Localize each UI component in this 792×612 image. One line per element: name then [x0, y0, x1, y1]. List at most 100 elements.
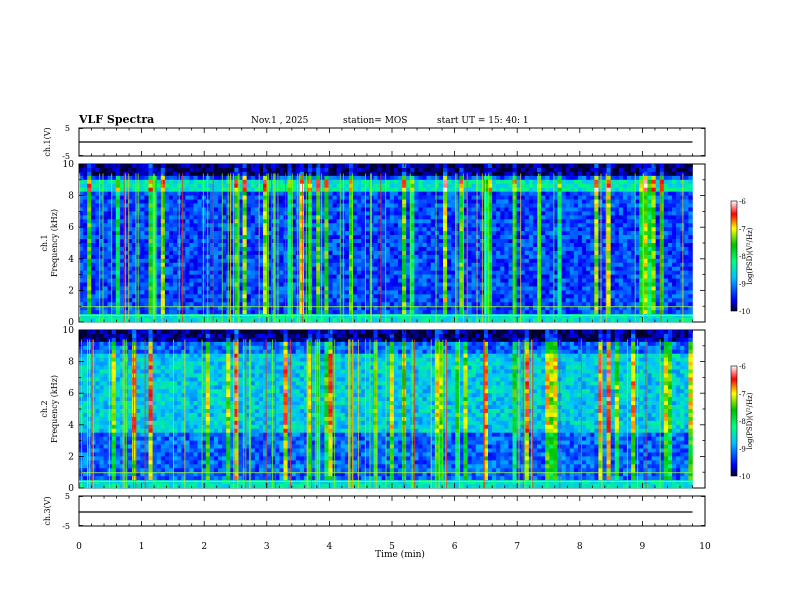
spectrogram-cell — [279, 279, 283, 283]
spectrogram-cell — [316, 290, 320, 294]
spectrogram-cell — [279, 263, 283, 267]
spectrogram-cell — [480, 164, 484, 168]
spectrogram-cell — [545, 302, 549, 306]
spectrogram-cell — [521, 279, 525, 283]
spectrogram-cell — [402, 215, 406, 219]
spectrogram-cell — [435, 231, 439, 235]
spectrogram-cell — [361, 267, 365, 271]
spectrogram-cell — [578, 188, 582, 192]
spectrogram-cell — [165, 286, 169, 290]
spectrogram-cell — [91, 204, 95, 208]
spectrogram-cell — [116, 196, 120, 200]
spectrogram-cell — [418, 279, 422, 283]
spectrogram-cell — [112, 176, 116, 180]
spectrogram-cell — [390, 227, 394, 231]
spectrogram-cell — [537, 239, 541, 243]
spectrogram-cell — [435, 168, 439, 172]
spectrogram-cell — [320, 215, 324, 219]
spectrogram-cell — [476, 259, 480, 263]
spectrogram-cell — [320, 239, 324, 243]
spectrogram-cell — [279, 290, 283, 294]
spectrogram-cell — [247, 164, 251, 168]
spectrogram-cell — [345, 204, 349, 208]
spectrogram-cell — [537, 314, 541, 318]
spectrogram-cell — [492, 172, 496, 176]
spectrogram-cell — [484, 275, 488, 279]
spectrogram-cell — [586, 207, 590, 211]
spectrogram-cell — [373, 207, 377, 211]
spectrogram-cell — [251, 239, 255, 243]
spectrogram-cell — [443, 298, 447, 302]
spectrogram-cell — [382, 168, 386, 172]
spectrogram-cell — [427, 255, 431, 259]
spectrogram-cell — [288, 219, 292, 223]
spectrogram-cell — [357, 180, 361, 184]
spectrogram-cell — [574, 215, 578, 219]
spectrogram-cell — [267, 314, 271, 318]
spectrogram-cell — [431, 239, 435, 243]
spectrogram-cell — [541, 200, 545, 204]
spectrogram-cell — [390, 275, 394, 279]
spectrogram-cell — [181, 267, 185, 271]
spectrogram-cell — [402, 223, 406, 227]
spectrogram-cell — [586, 259, 590, 263]
spectrogram-cell — [189, 239, 193, 243]
spectrogram-cell — [181, 255, 185, 259]
spectrogram-cell — [312, 204, 316, 208]
spectrogram-cell — [120, 259, 124, 263]
spectrogram-cell — [279, 172, 283, 176]
spectrogram-cell — [558, 211, 562, 215]
spectrogram-cell — [140, 294, 144, 298]
spectrogram-cell — [161, 223, 165, 227]
spectrogram-cell — [549, 196, 553, 200]
spectrogram-cell — [95, 168, 99, 172]
spectrogram-cell — [87, 310, 91, 314]
spectrogram-cell — [247, 283, 251, 287]
spectrogram-cell — [189, 267, 193, 271]
spectrogram-cell — [198, 239, 202, 243]
spectrogram-cell — [394, 219, 398, 223]
spectrogram-cell — [549, 168, 553, 172]
spectrogram-cell — [95, 223, 99, 227]
spectrogram-cell — [582, 168, 586, 172]
spectrogram-cell — [116, 211, 120, 215]
spectrogram-cell — [357, 227, 361, 231]
spectrogram-cell — [345, 235, 349, 239]
spectrogram-cell — [484, 247, 488, 251]
spectrogram-cell — [279, 283, 283, 287]
spectrogram-cell — [525, 184, 529, 188]
spectrogram-cell — [398, 259, 402, 263]
spectrogram-cell — [140, 310, 144, 314]
spectrogram-cell — [271, 164, 275, 168]
spectrogram-cell — [271, 168, 275, 172]
spectrogram-cell — [521, 259, 525, 263]
spectrogram-cell — [312, 279, 316, 283]
spectrogram-cell — [578, 204, 582, 208]
spectrogram-cell — [574, 259, 578, 263]
spectrogram-cell — [468, 231, 472, 235]
spectrogram-cell — [198, 196, 202, 200]
spectrogram-cell — [320, 290, 324, 294]
spectrogram-cell — [267, 255, 271, 259]
spectrogram-cell — [521, 310, 525, 314]
spectrogram-cell — [112, 279, 116, 283]
spectrogram-cell — [390, 180, 394, 184]
spectrogram-cell — [402, 184, 406, 188]
spectrogram-cell — [181, 271, 185, 275]
spectrogram-cell — [435, 275, 439, 279]
spectrogram-cell — [222, 231, 226, 235]
spectrogram-cell — [562, 271, 566, 275]
spectrogram-cell — [447, 263, 451, 267]
spectrogram-cell — [476, 180, 480, 184]
spectrogram-cell — [570, 196, 574, 200]
spectrogram-cell — [468, 211, 472, 215]
spectrogram-cell — [316, 314, 320, 318]
spectrogram-cell — [447, 176, 451, 180]
spectrogram-cell — [504, 172, 508, 176]
spectrogram-cell — [410, 267, 414, 271]
spectrogram-cell — [214, 271, 218, 275]
spectrogram-cell — [574, 279, 578, 283]
spectrogram-cell — [500, 255, 504, 259]
spectrogram-cell — [451, 310, 455, 314]
spectrogram-cell — [373, 211, 377, 215]
